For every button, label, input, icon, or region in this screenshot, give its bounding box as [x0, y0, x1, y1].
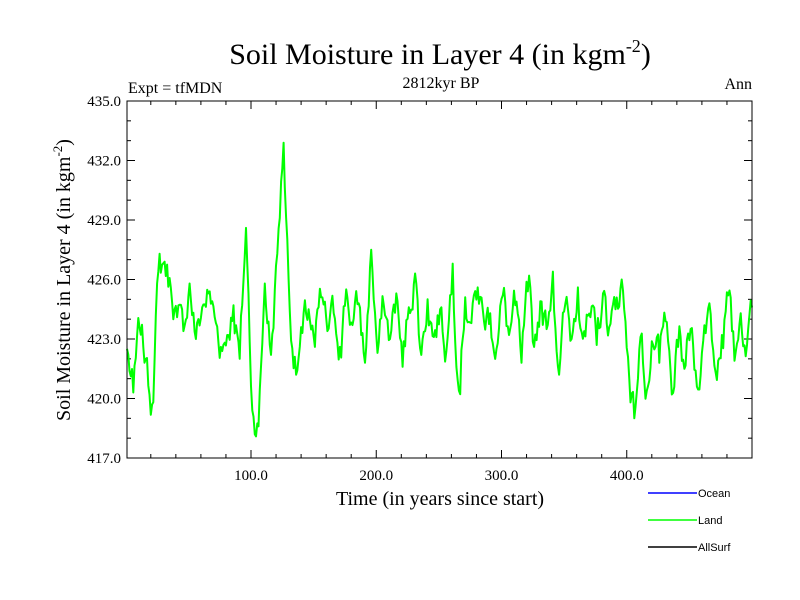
y-tick-labels: 417.0 420.0 423.0 426.0 429.0 432.0 435.0	[87, 94, 121, 467]
y-tick-label: 420.0	[87, 392, 121, 408]
chart-subtitle: 2812kyr BP	[403, 75, 480, 92]
x-tick-label: 200.0	[359, 468, 393, 484]
plot-area	[126, 100, 753, 459]
y-tick-label: 423.0	[87, 332, 121, 348]
chart-title-text: Soil Moisture in Layer 4 (in kgm	[229, 38, 626, 71]
y-tick-label: 426.0	[87, 273, 121, 289]
y-tick-label: 417.0	[87, 451, 121, 467]
x-tick-label: 300.0	[485, 468, 519, 484]
x-tick-label: 400.0	[610, 468, 644, 484]
y-axis-label-text: Soil Moisture in Layer 4 (in kgm	[53, 156, 75, 421]
y-axis-label-superscript: -2	[50, 146, 65, 157]
series-land-line	[126, 141, 753, 438]
x-axis-label: Time (in years since start)	[336, 488, 544, 510]
y-tick-label: 429.0	[87, 213, 121, 229]
legend-label-allsurf: AllSurf	[698, 542, 731, 554]
y-axis-label-close: )	[53, 139, 75, 146]
legend: Ocean Land AllSurf	[648, 488, 731, 554]
season-label: Ann	[724, 76, 752, 93]
legend-label-land: Land	[698, 515, 722, 527]
chart-title: Soil Moisture in Layer 4 (in kgm-2)	[229, 36, 651, 71]
y-axis-label: Soil Moisture in Layer 4 (in kgm-2)	[50, 139, 75, 421]
x-tick-label: 100.0	[234, 468, 268, 484]
plot-frame	[126, 100, 753, 459]
axis-ticks	[127, 100, 752, 459]
x-tick-labels: 100.0 200.0 300.0 400.0	[234, 468, 644, 484]
legend-label-ocean: Ocean	[698, 488, 730, 500]
chart-title-close: )	[641, 38, 651, 71]
y-tick-label: 432.0	[87, 154, 121, 170]
chart-title-superscript: -2	[626, 36, 641, 56]
y-tick-label: 435.0	[87, 94, 121, 110]
experiment-label: Expt = tfMDN	[128, 80, 223, 97]
